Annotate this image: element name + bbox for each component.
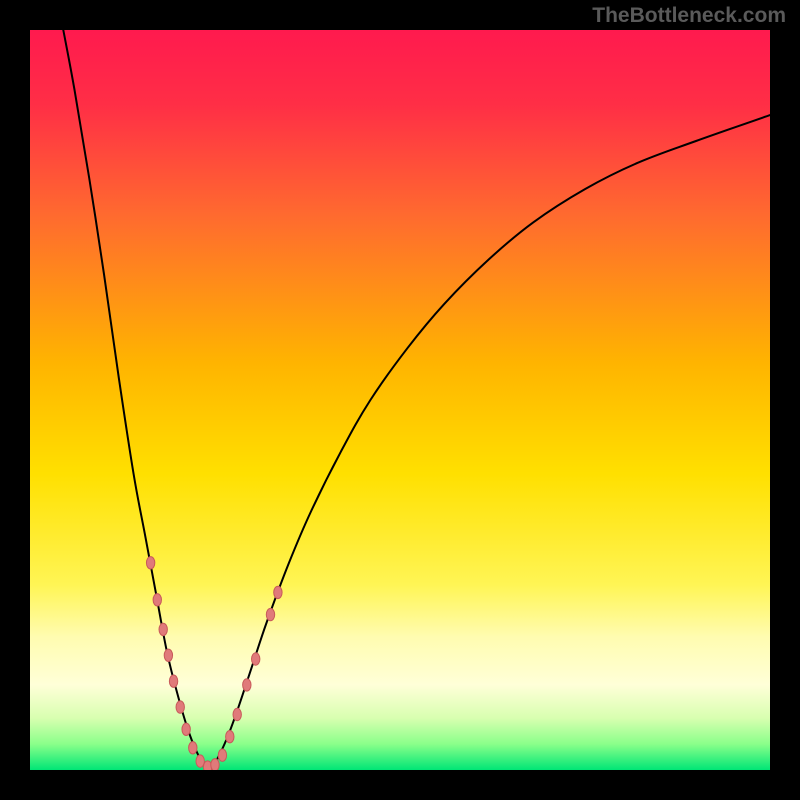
gradient-background (30, 30, 770, 770)
data-marker (189, 742, 197, 754)
data-marker (218, 749, 226, 761)
data-marker (153, 594, 161, 606)
data-marker (169, 675, 177, 687)
data-marker (146, 557, 154, 569)
data-marker (243, 679, 251, 691)
plot-area (30, 30, 770, 770)
data-marker (233, 708, 241, 720)
data-marker (266, 608, 274, 620)
data-marker (226, 731, 234, 743)
data-marker (176, 701, 184, 713)
chart-container: TheBottleneck.com (0, 0, 800, 800)
data-marker (159, 623, 167, 635)
data-marker (182, 723, 190, 735)
data-marker (211, 759, 219, 770)
data-marker (252, 653, 260, 665)
watermark-text: TheBottleneck.com (592, 4, 786, 28)
plot-svg (30, 30, 770, 770)
data-marker (164, 649, 172, 661)
data-marker (274, 586, 282, 598)
